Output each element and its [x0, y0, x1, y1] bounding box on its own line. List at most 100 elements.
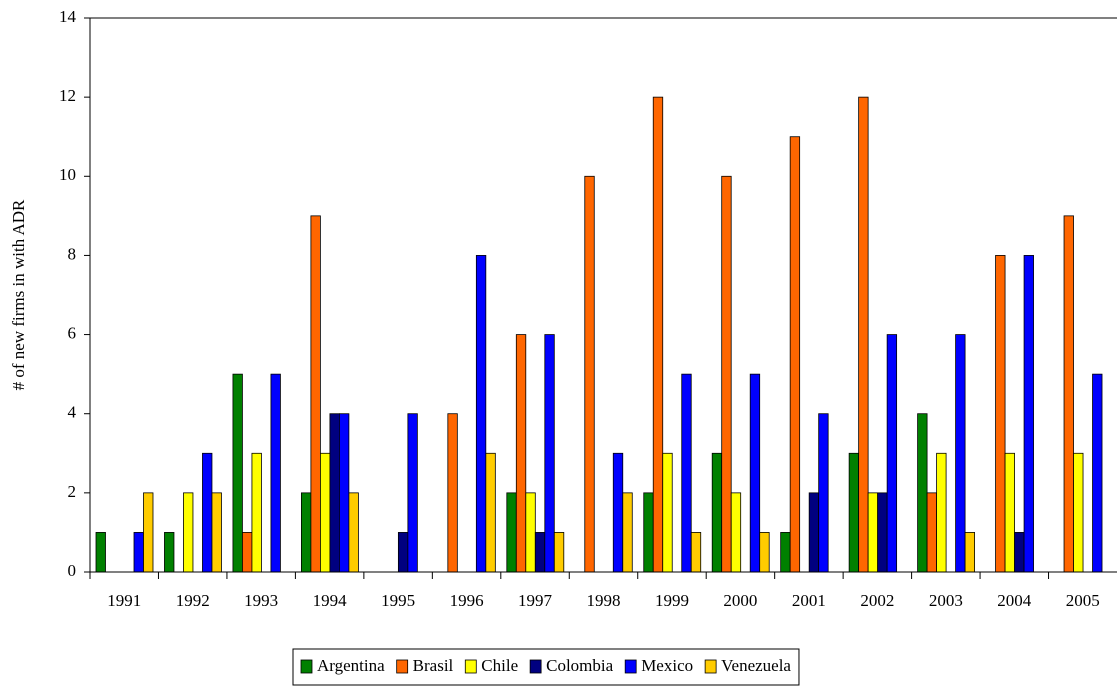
bar — [447, 413, 458, 573]
bar — [690, 532, 702, 573]
bar — [211, 492, 222, 573]
bar — [652, 96, 664, 573]
bar — [780, 532, 791, 573]
bar — [662, 452, 673, 573]
bar — [329, 413, 340, 573]
y-tick-label: 14 — [59, 7, 77, 26]
y-tick-label: 10 — [59, 165, 76, 184]
bar — [338, 413, 350, 573]
bar — [711, 452, 723, 573]
bar — [242, 532, 253, 573]
bar — [475, 255, 487, 573]
legend-swatch — [704, 659, 717, 674]
x-tick-label: 1994 — [313, 591, 348, 610]
x-tick-label: 2000 — [723, 591, 757, 610]
y-tick-label: 6 — [68, 323, 77, 342]
bar — [1023, 255, 1034, 573]
x-tick-label: 1991 — [107, 591, 141, 610]
legend: Argentina Brasil Chile Colombia Mexico Venezu… — [292, 648, 800, 686]
bar — [348, 492, 359, 573]
legend-swatch — [529, 659, 542, 674]
bar — [506, 492, 517, 573]
x-tick-label: 2005 — [1066, 591, 1100, 610]
x-tick-label: 2002 — [860, 591, 894, 610]
bar — [1073, 452, 1084, 573]
bar — [407, 413, 418, 573]
bar — [749, 373, 761, 573]
bar — [133, 532, 144, 573]
bar — [584, 175, 595, 573]
bar — [143, 492, 154, 573]
x-tick-label: 2001 — [792, 591, 826, 610]
bar — [964, 532, 975, 573]
bar — [270, 373, 281, 573]
bar — [867, 492, 879, 573]
bar — [622, 492, 633, 573]
x-tick-label: 1998 — [587, 591, 621, 610]
bar — [534, 532, 546, 573]
legend-label: Argentina — [317, 656, 385, 675]
legend-swatch — [624, 659, 637, 674]
y-tick-label: 4 — [68, 403, 77, 422]
legend-label: Venezuela — [721, 656, 791, 675]
x-tick-label: 1999 — [655, 591, 689, 610]
bar — [515, 334, 527, 573]
x-tick-label: 1995 — [381, 591, 415, 610]
bar — [232, 373, 243, 573]
legend-label: Colombia — [546, 656, 614, 675]
x-tick-label: 1997 — [518, 591, 553, 610]
legend-swatch — [396, 659, 409, 674]
x-tick-label: 2003 — [929, 591, 963, 610]
bar — [544, 334, 555, 573]
bar — [1092, 373, 1103, 573]
y-axis-label: # of new firms in with ADR — [9, 199, 28, 390]
bar — [877, 492, 888, 573]
bar — [926, 492, 937, 573]
y-tick-label: 12 — [59, 86, 76, 105]
bar — [886, 334, 898, 573]
bar — [95, 532, 106, 573]
bar — [164, 532, 175, 573]
bar — [936, 452, 947, 573]
bar — [612, 452, 624, 573]
bar — [485, 452, 496, 573]
bar — [525, 492, 536, 573]
bar — [202, 452, 213, 573]
legend-label: Brasil — [413, 656, 454, 675]
bar — [310, 215, 321, 573]
bar — [848, 452, 860, 573]
x-tick-label: 1993 — [244, 591, 278, 610]
bar — [319, 452, 331, 573]
y-tick-label: 0 — [68, 561, 77, 580]
legend-label: Mexico — [641, 656, 693, 675]
bar — [955, 334, 966, 573]
x-tick-label: 1996 — [450, 591, 484, 610]
y-tick-label: 2 — [68, 482, 77, 501]
bar — [1004, 452, 1015, 573]
bar — [995, 255, 1006, 573]
bar — [1063, 215, 1074, 573]
bar — [759, 532, 770, 573]
legend-label: Chile — [481, 656, 518, 675]
bar — [808, 492, 820, 573]
y-tick-label: 8 — [68, 244, 77, 263]
bar — [1014, 532, 1025, 573]
legend-swatch — [300, 659, 313, 674]
bar — [789, 136, 801, 573]
bar — [730, 492, 742, 573]
legend-swatch — [464, 659, 477, 674]
bar — [183, 492, 194, 573]
x-tick-label: 1992 — [176, 591, 210, 610]
bar — [858, 96, 869, 573]
bar — [300, 492, 312, 573]
bar — [553, 532, 565, 573]
bar — [397, 532, 409, 573]
bar — [917, 413, 928, 573]
bar — [818, 413, 829, 573]
bar — [643, 492, 654, 573]
bar — [721, 175, 732, 573]
bar — [251, 452, 262, 573]
x-tick-label: 2004 — [997, 591, 1032, 610]
bar — [681, 373, 692, 573]
